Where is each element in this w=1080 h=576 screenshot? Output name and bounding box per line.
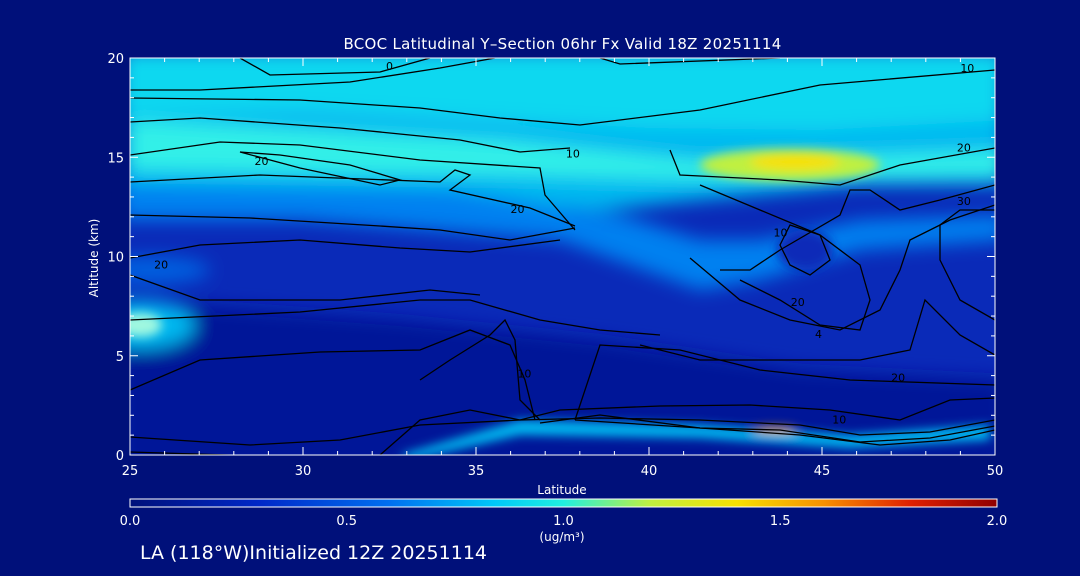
contour-label: 20	[891, 372, 905, 385]
colorbar-unit-label: (ug/m³)	[539, 530, 584, 544]
y-tick-label: 15	[107, 151, 124, 166]
colorbar	[129, 498, 998, 508]
colorbar-tick-label: 2.0	[987, 514, 1008, 529]
y-tick-label: 0	[116, 449, 124, 464]
contour-label: 20	[254, 155, 268, 168]
y-tick-label: 5	[116, 350, 124, 365]
chart-title: BCOC Latitudinal Y–Section 06hr Fx Valid…	[343, 35, 782, 53]
contour-label: 10	[517, 368, 531, 381]
y-tick-label: 20	[107, 52, 124, 67]
x-tick-label: 40	[641, 464, 658, 479]
contour-label: 20	[957, 141, 971, 154]
colorbar-tick-label: 1.0	[553, 514, 574, 529]
contour-label: 10	[566, 147, 580, 160]
contour-label: 20	[154, 258, 168, 271]
y-tick-label: 10	[107, 251, 124, 266]
contour-labels: 0 10 10 20 20 20 30 10 20 20 4 10 20 10	[154, 60, 974, 426]
colorbar-tick-label: 0.0	[120, 514, 141, 529]
x-axis-label: Latitude	[537, 483, 586, 497]
colorbar-tick-label: 1.5	[770, 514, 791, 529]
footer-caption: LA (118°W)Initialized 12Z 20251114	[140, 542, 487, 564]
x-tick-label: 50	[987, 464, 1004, 479]
concentration-field	[130, 58, 995, 455]
x-tick-label: 35	[468, 464, 485, 479]
colorbar-tick-label: 0.5	[336, 514, 357, 529]
contour-label: 10	[773, 227, 787, 240]
contour-label: 10	[832, 413, 846, 426]
x-tick-label: 45	[814, 464, 831, 479]
y-axis: 0 5 10 15 20	[107, 52, 995, 464]
y-axis-label: Altitude (km)	[87, 219, 101, 298]
contour-lines	[130, 58, 995, 455]
contour-label: 20	[791, 296, 805, 309]
x-axis: 25 30 35 40 45 50	[122, 58, 1004, 479]
contour-label: 0	[386, 60, 393, 73]
contour-label: 10	[960, 62, 974, 75]
x-tick-label: 25	[122, 464, 139, 479]
colorbar-ticks: 0.0 0.5 1.0 1.5 2.0	[120, 514, 1008, 529]
contour-label: 4	[815, 328, 822, 341]
contour-label: 30	[957, 195, 971, 208]
contour-label: 20	[511, 203, 525, 216]
x-tick-label: 30	[295, 464, 312, 479]
